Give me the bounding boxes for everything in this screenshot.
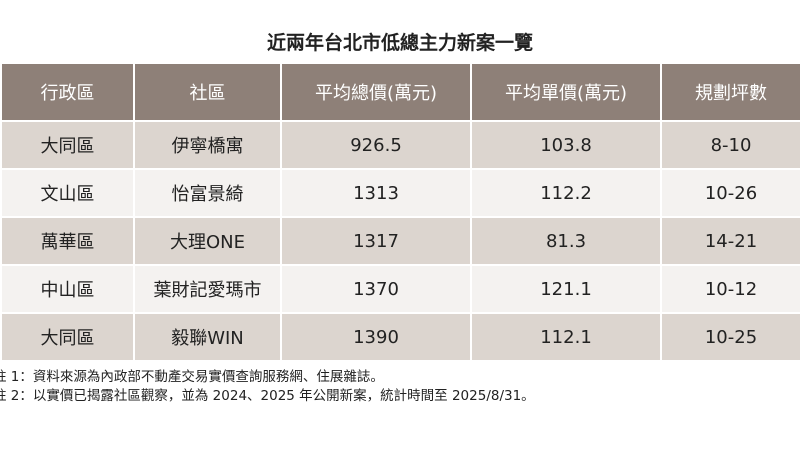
title: 近兩年台北市低總主力新案一覽 [266,32,533,54]
table-cell: 1317 [280,216,472,266]
header-cell: 平均總價(萬元) [280,62,472,122]
table-cell: 大理ONE [133,216,282,266]
table-cell: 大同區 [0,312,135,362]
table-cell: 926.5 [280,120,472,170]
table-cell: 中山區 [0,264,135,314]
table-cell: 大同區 [0,120,135,170]
header-row: 行政區 社區 平均總價(萬元) 平均單價(萬元) 規劃坪數 [0,62,800,122]
notes: 註 1：資料來源為內政部不動產交易實價查詢服務網、住展雜誌。註 2：以實價已揭露… [0,368,535,406]
table-cell: 81.3 [470,216,662,266]
table-row: 大同區 毅聯WIN 1390 112.1 10-25 [0,312,800,362]
table-cell: 毅聯WIN [133,312,282,362]
table-cell: 10-25 [660,312,800,362]
table-row: 大同區 伊寧橋寓 926.5 103.8 8-10 [0,120,800,170]
table-cell: 121.1 [470,264,662,314]
table-cell: 14-21 [660,216,800,266]
table-cell: 1313 [280,168,472,218]
table-cell: 103.8 [470,120,662,170]
table-cell: 1390 [280,312,472,362]
header-cell: 社區 [133,62,282,122]
table-row: 萬華區 大理ONE 1317 81.3 14-21 [0,216,800,266]
note: 註 2：以實價已揭露社區觀察，並為 2024、2025 年公開新案，統計時間至 … [0,388,535,404]
table-cell: 8-10 [660,120,800,170]
table-row: 文山區 怡富景綺 1313 112.2 10-26 [0,168,800,218]
table-cell: 10-26 [660,168,800,218]
table-body: 行政區 社區 平均總價(萬元) 平均單價(萬元) 規劃坪數 大同區 伊寧橋寓 926.5 103… [0,62,800,362]
table-cell: 怡富景綺 [133,168,282,218]
table-row: 中山區 葉財記愛瑪市 1370 121.1 10-12 [0,264,800,314]
header-cell: 規劃坪數 [660,62,800,122]
table-cell: 10-12 [660,264,800,314]
data-table: 行政區 社區 平均總價(萬元) 平均單價(萬元) 規劃坪數 大同區 伊寧橋寓 926.5 103… [0,62,800,362]
header-cell: 平均單價(萬元) [470,62,662,122]
table-cell: 112.2 [470,168,662,218]
table-cell: 112.1 [470,312,662,362]
table-cell: 文山區 [0,168,135,218]
note: 註 1：資料來源為內政部不動產交易實價查詢服務網、住展雜誌。 [0,369,384,385]
table-cell: 1370 [280,264,472,314]
table-cell: 葉財記愛瑪市 [133,264,282,314]
table-cell: 萬華區 [0,216,135,266]
header-cell: 行政區 [0,62,135,122]
table-cell: 伊寧橋寓 [133,120,282,170]
